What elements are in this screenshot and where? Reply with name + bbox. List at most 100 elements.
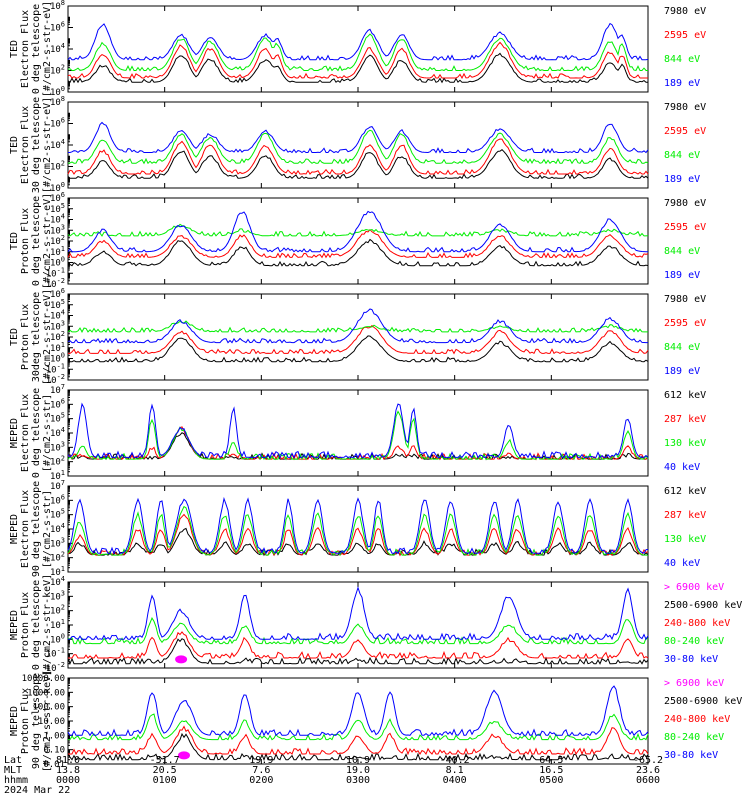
y-tick-label: 104 [50,42,65,55]
legend-item: 80-240 keV [664,732,725,743]
footer-value: 64.5 [539,755,564,766]
y-tick-label: 106 [50,117,65,130]
series-line-blue [67,496,649,555]
series-line-green [67,223,649,238]
series-line-black [67,52,648,84]
legend-item: 40 keV [664,558,701,569]
series-line-blue [68,121,649,154]
legend: 612 keV 287 keV 130 keV 40 keV [664,390,750,476]
legend: 7980 eV 2595 eV 844 eV 189 eV [664,102,750,188]
y-tick-label: 10-2 [46,661,65,674]
panel-ted-e-0: TED Electron Flux 0 deg telescope [#/cm2-s-… [0,0,750,98]
y-tick-label: 102 [50,551,65,564]
footer-row-label: hhmm [4,775,29,786]
y-tick-label: 103 [50,440,65,453]
y-tick-label: 107 [50,383,65,396]
legend: 7980 eV 2595 eV 844 eV 189 eV [664,294,750,380]
y-tick-label: 102 [50,234,65,247]
y-tick-label: 106 [50,191,65,204]
y-tick-label: 104 [50,426,65,439]
y-tick-label: 102 [50,64,65,77]
panel-meped-e-90: MEPED Electron Flux 90 deg telescope [#/cm2… [0,479,750,578]
legend-item: 2595 eV [664,222,707,233]
legend-item: 2500-6900 keV [664,600,743,611]
series-line-blue [67,308,648,344]
legend-item: 612 keV [664,390,707,401]
footer-value: 0400 [442,775,467,786]
footer-value: 81.0 [55,755,81,766]
plot-frame [67,293,649,381]
legend-item: > 6900 keV [664,582,725,593]
footer-value: 7.6 [252,765,271,776]
series-mark-magenta [175,655,188,664]
footer-value: -51.7 [149,755,180,766]
y-tick-label: 101 [50,618,65,631]
footer-value: 19.0 [345,765,371,776]
series-line-black [67,732,649,762]
y-tick-label: 100.00 [32,703,65,713]
series-line-red [67,228,649,259]
series-line-black [67,238,649,267]
series-mark-magenta [178,751,190,760]
legend: > 6900 keV 2500-6900 keV 240-800 keV 80-240… [664,678,750,764]
y-tick-label: 106 [50,287,65,300]
y-tick-label: 10.00 [38,717,65,727]
y-tick-label: 10000.00 [22,674,65,684]
y-tick-label: 106 [50,21,65,34]
y-tick-label: 104 [50,309,65,322]
y-tick-label: 106 [50,397,65,410]
legend: 7980 eV 2595 eV 844 eV 189 eV [664,198,750,284]
panel-ted-p-0: TED Proton Flux 0 deg telescope [#/cm2-s-st… [0,191,750,290]
y-tick-label: 108 [50,95,65,108]
footer-value: 0300 [345,775,371,786]
legend-item: 7980 eV [664,6,707,17]
legend-item: 189 eV [664,78,701,89]
y-tick-label: 101 [50,245,65,258]
footer-row-label: Lat [4,755,23,766]
legend-item: 612 keV [664,486,707,497]
footer-value: -40.2 [439,755,470,766]
footer-value: 19.9 [249,755,274,766]
footer-value: 16.5 [539,765,564,776]
plot-svg: 100 102 104 106 108 [50,0,649,98]
legend-item: 240-800 keV [664,714,731,725]
series-line-green [67,320,648,333]
y-tick-label: 102 [50,455,65,468]
legend-item: 7980 eV [664,198,707,209]
series-line-red [68,324,649,355]
series-line-black [67,149,649,180]
footer-value: 10.9 [345,755,371,766]
y-tick-label: 101 [50,341,65,354]
legend-item: 844 eV [664,246,701,257]
footer-value: 23.6 [635,765,661,776]
footer-value: 20.5 [152,765,177,776]
legend-item: 240-800 keV [664,618,731,629]
footer-value: 8.1 [445,765,464,776]
footer-value: 13.8 [55,765,81,776]
legend-item: 189 eV [664,270,701,281]
legend-item: 80-240 keV [664,636,725,647]
panel-meped-e-0: MEPED Electron Flux 0 deg telescope [#/cm2-… [0,383,750,482]
y-tick-label: 100 [50,352,65,365]
y-tick-label: 103 [50,589,65,602]
footer-value: 0600 [635,775,661,786]
legend-item: 40 keV [664,462,701,473]
series-line-red [67,513,649,557]
footer-axis: Lat MLT hhmm 2024 Mar 22 81.0 -51.7 19.9 10… [0,756,750,800]
legend: 612 keV 287 keV 130 keV 40 keV [664,486,750,572]
series-line-blue [67,685,649,737]
y-tick-label: 100 [50,85,65,98]
series-line-black [67,527,649,557]
y-tick-label: 0.10 [43,746,65,756]
y-tick-label: 10-1 [46,647,65,660]
series-line-green [68,713,649,741]
footer-value: -65.2 [632,755,664,766]
y-tick-label: 105 [50,412,65,425]
y-tick-label: 0.01 [43,760,65,770]
y-tick-label: 10-1 [46,362,65,375]
y-tick-label: 1000.00 [27,688,65,698]
y-tick-label: 104 [50,575,65,588]
